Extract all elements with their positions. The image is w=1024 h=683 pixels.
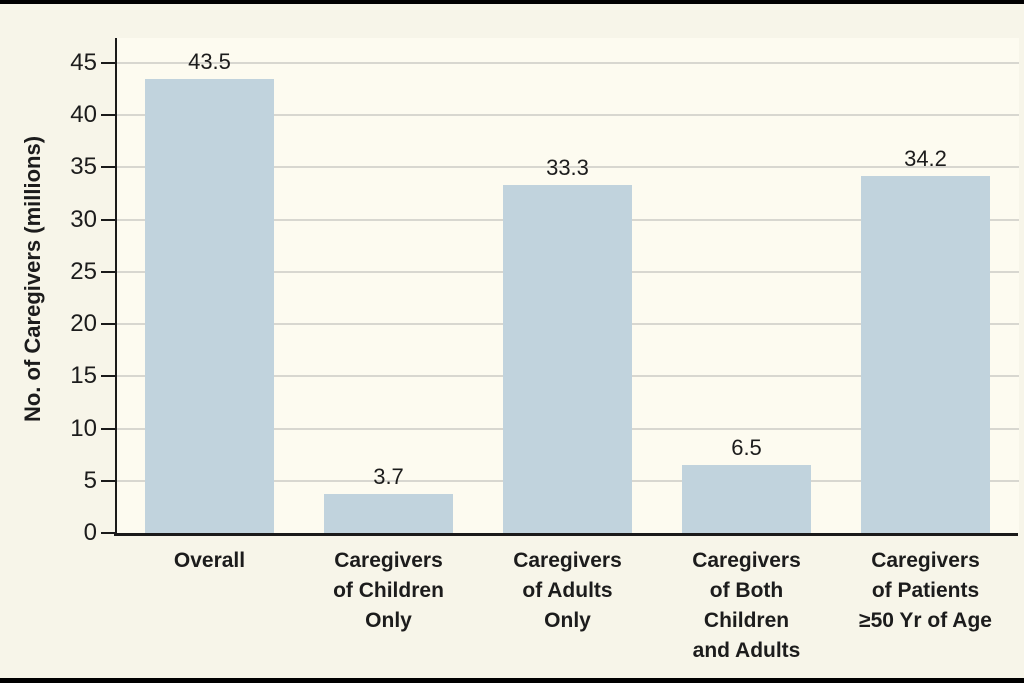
y-tick-label-5: 5 xyxy=(83,466,97,494)
y-tick-label-10: 10 xyxy=(70,414,97,442)
x-category-label-line: Overall xyxy=(173,549,246,572)
y-tick-mark-5 xyxy=(101,479,115,482)
bar-value-label-1: 43.5 xyxy=(188,48,231,74)
bar-value-label-3: 33.3 xyxy=(546,155,589,181)
y-tick-mark-10 xyxy=(101,427,115,430)
y-tick-label-35: 35 xyxy=(70,153,97,181)
x-category-label-line: Caregivers xyxy=(334,549,443,572)
bottom-rule xyxy=(0,678,1024,683)
y-tick-label-15: 15 xyxy=(70,362,97,390)
y-tick-label-30: 30 xyxy=(70,205,97,233)
x-category-label-line: Caregivers xyxy=(513,549,622,572)
bar-value-label-2: 3.7 xyxy=(373,464,404,490)
x-category-label-line: ≥50 Yr of Age xyxy=(859,609,992,632)
x-category-label-1: Overall xyxy=(110,546,310,576)
x-category-label-line: Only xyxy=(544,609,591,632)
top-rule xyxy=(0,0,1024,4)
bar-5 xyxy=(861,175,990,533)
y-tick-label-20: 20 xyxy=(70,310,97,338)
y-tick-mark-40 xyxy=(101,114,115,117)
x-category-label-2: Caregivers of Children Only xyxy=(289,546,489,636)
x-category-label-line: of Both xyxy=(709,579,784,602)
y-tick-label-45: 45 xyxy=(70,49,97,76)
y-tick-label-40: 40 xyxy=(70,101,97,129)
x-category-label-line: of Adults xyxy=(522,579,613,602)
x-category-label-line: of Children xyxy=(333,579,444,602)
gridline-45 xyxy=(117,62,1019,64)
y-tick-mark-15 xyxy=(101,375,115,378)
y-axis-title: No. of Caregivers (millions) xyxy=(20,135,45,423)
x-axis-line xyxy=(114,533,1018,536)
bar-value-label-4: 6.5 xyxy=(731,435,762,461)
y-tick-mark-30 xyxy=(101,218,115,221)
y-tick-mark-25 xyxy=(101,270,115,273)
gridline-35 xyxy=(117,166,1019,169)
x-category-label-line: Caregivers xyxy=(871,549,980,572)
y-tick-label-0: 0 xyxy=(83,519,97,546)
y-tick-mark-0 xyxy=(101,532,115,534)
bar-3 xyxy=(503,185,632,533)
x-category-label-5: Caregivers of Patients ≥50 Yr of Age xyxy=(826,546,1024,636)
gridline-40 xyxy=(117,114,1019,117)
bar-1 xyxy=(145,78,274,533)
x-category-label-line: Only xyxy=(365,609,412,632)
x-category-label-line: Caregivers xyxy=(692,549,801,572)
x-category-label-line: Children xyxy=(703,609,790,632)
x-category-label-4: Caregivers of Both Children and Adults xyxy=(647,546,847,666)
y-axis-line xyxy=(115,38,117,535)
bar-2 xyxy=(324,494,453,533)
bar-4 xyxy=(682,465,811,533)
x-category-label-line: of Patients xyxy=(871,579,980,602)
bar-value-label-5: 34.2 xyxy=(904,145,947,171)
y-tick-label-25: 25 xyxy=(70,257,97,285)
x-category-label-line: and Adults xyxy=(692,639,801,662)
y-tick-mark-45 xyxy=(101,62,115,64)
y-tick-mark-20 xyxy=(101,323,115,326)
x-category-label-3: Caregivers of Adults Only xyxy=(468,546,668,636)
y-tick-mark-35 xyxy=(101,166,115,169)
